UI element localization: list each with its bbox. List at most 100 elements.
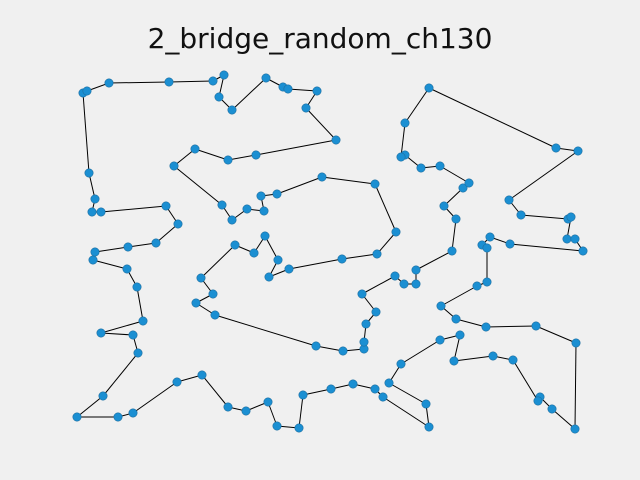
tour-edge	[100, 205, 167, 213]
tour-edge	[453, 355, 494, 362]
tour-edge	[136, 286, 144, 322]
tour-edge	[302, 388, 332, 396]
graph-node	[87, 207, 97, 217]
tour-edge	[400, 122, 406, 158]
graph-node	[190, 144, 200, 154]
graph-node	[411, 279, 421, 289]
graph-node	[570, 234, 580, 244]
graph-node	[90, 247, 100, 257]
graph-node	[571, 338, 581, 348]
tour-edge	[231, 77, 267, 111]
graph-node	[372, 249, 382, 259]
graph-node	[161, 201, 171, 211]
tour-edge	[201, 374, 229, 408]
graph-node	[455, 330, 465, 340]
tour-edge	[214, 314, 317, 347]
graph-node	[439, 201, 449, 211]
graph-node	[531, 321, 541, 331]
graph-node	[82, 86, 92, 96]
graph-node	[249, 248, 259, 258]
tour-edge	[194, 148, 229, 161]
graph-node	[547, 404, 557, 414]
tour-edge	[451, 218, 457, 252]
graph-node	[435, 335, 445, 345]
tour-edge	[315, 345, 344, 352]
tour-edge	[520, 214, 569, 220]
graph-node	[138, 316, 148, 326]
graph-node	[551, 143, 561, 153]
tour-edge	[82, 92, 90, 174]
graph-node	[217, 200, 227, 210]
graph-node	[151, 238, 161, 248]
graph-node	[132, 282, 142, 292]
graph-node	[399, 279, 409, 289]
graph-node	[311, 341, 321, 351]
graph-node	[227, 215, 237, 225]
tour-edge	[227, 154, 257, 161]
graph-node	[227, 105, 237, 115]
tour-edge	[374, 183, 397, 233]
graph-node	[172, 377, 182, 387]
graph-node	[123, 242, 133, 252]
graph-node	[485, 232, 495, 242]
graph-node	[122, 264, 132, 274]
graph-node	[173, 219, 183, 229]
graph-node	[337, 254, 347, 264]
graph-node	[566, 212, 576, 222]
graph-node	[261, 73, 271, 83]
graph-node	[411, 265, 421, 275]
tour-edge	[305, 107, 337, 141]
graph-node	[508, 355, 518, 365]
tour-edge	[298, 394, 304, 429]
graph-node	[196, 273, 206, 283]
graph-node	[359, 337, 369, 347]
graph-node	[516, 210, 526, 220]
graph-node	[370, 179, 380, 189]
graph-node	[390, 271, 400, 281]
nodes	[72, 70, 588, 434]
graph-node	[481, 322, 491, 332]
graph-node	[210, 310, 220, 320]
graph-node	[164, 77, 174, 87]
graph-node	[357, 289, 367, 299]
tour-edge	[341, 253, 378, 260]
tour-edge	[76, 395, 104, 418]
graph-node	[273, 255, 283, 265]
graph-node	[90, 194, 100, 204]
tour-edge	[485, 325, 537, 328]
tour-edge	[255, 139, 337, 156]
graph-node	[241, 406, 251, 416]
graph-node	[317, 172, 327, 182]
tour-edge	[288, 258, 343, 270]
tour-edge	[440, 285, 478, 307]
tour-edge	[376, 231, 397, 255]
graph-node	[191, 298, 201, 308]
tour-edge	[276, 176, 323, 195]
tour-edge	[508, 150, 579, 201]
graph-node	[214, 92, 224, 102]
graph-node	[104, 78, 114, 88]
tour-edge	[94, 246, 129, 253]
tour-edge	[127, 242, 157, 248]
graph-node	[133, 348, 143, 358]
tour-edge	[509, 243, 584, 252]
tour-edge	[400, 339, 441, 365]
tour-edge	[168, 80, 214, 83]
graph-node	[578, 246, 588, 256]
tour-edge	[173, 165, 223, 206]
graph-node	[371, 307, 381, 317]
graph-node	[435, 161, 445, 171]
graph-node	[219, 70, 229, 80]
graph-node	[533, 396, 543, 406]
tour-edge	[155, 223, 179, 244]
graph-node	[96, 328, 106, 338]
edges	[76, 74, 584, 430]
graph-node	[378, 392, 388, 402]
graph-node	[84, 168, 94, 178]
graph-node	[326, 384, 336, 394]
graph-node	[447, 246, 457, 256]
tour-edge	[287, 88, 318, 92]
graph-node	[424, 83, 434, 93]
graph-node	[208, 76, 218, 86]
